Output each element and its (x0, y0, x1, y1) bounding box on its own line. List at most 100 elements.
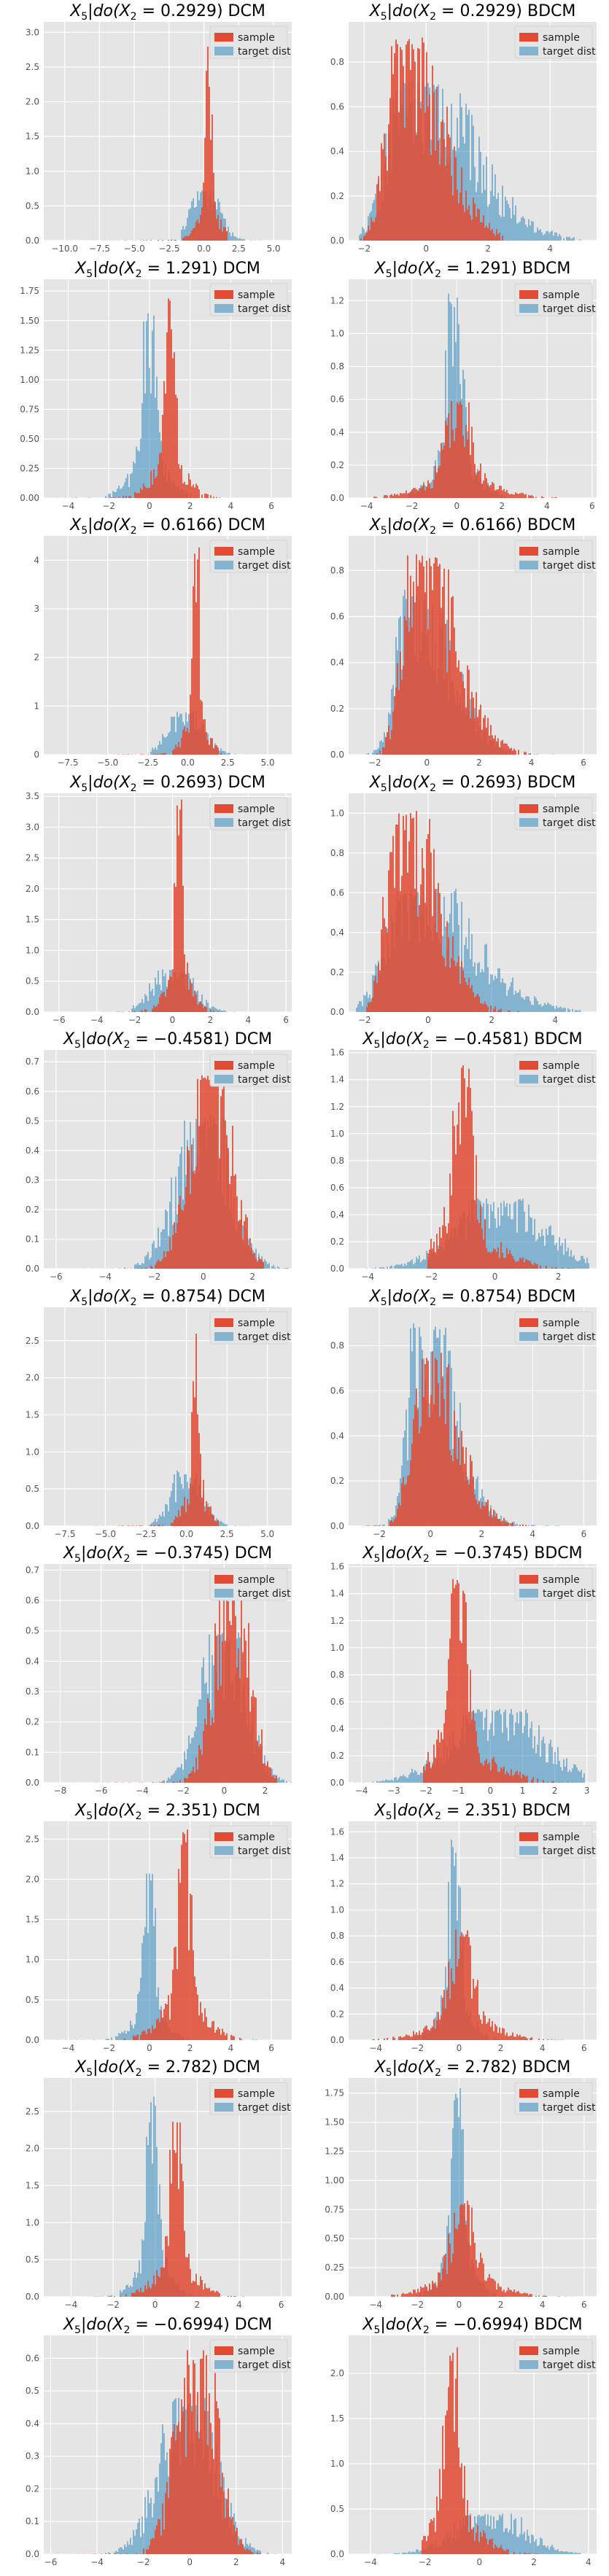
x-tick-label: 2 (552, 1786, 558, 1796)
bar-target-dist (500, 1515, 502, 1526)
bar-sample (471, 1460, 473, 1526)
bar-sample (193, 228, 194, 241)
bar-target-dist (111, 2295, 112, 2297)
bar-sample (191, 1144, 193, 1269)
bar-target-dist (125, 2033, 127, 2040)
bar-target-dist (410, 2552, 411, 2554)
bar-sample (207, 1506, 209, 1526)
bar-sample (152, 484, 153, 498)
bar-sample (271, 1776, 273, 1783)
bar-target-dist (124, 2544, 125, 2554)
bar-target-dist (144, 993, 146, 1012)
bar-sample (493, 739, 494, 755)
bar-sample (141, 2292, 143, 2297)
bar-sample (480, 463, 481, 498)
bar-target-dist (512, 1714, 513, 1783)
bar-target-dist (267, 2552, 268, 2554)
bar-target-dist (515, 1201, 516, 1269)
bar-target-dist (528, 1205, 530, 1269)
bar-target-dist (535, 1753, 537, 1783)
bar-target-dist (457, 297, 458, 498)
bar-sample (195, 1333, 197, 1526)
bar-target-dist (566, 1251, 567, 1269)
bar-target-dist (223, 750, 225, 755)
bar-target-dist (372, 1268, 373, 1269)
bar-target-dist (473, 966, 474, 1012)
bar-target-dist (511, 1219, 512, 1269)
bar-sample (169, 975, 171, 1012)
bar-target-dist (146, 1873, 147, 2040)
bar-target-dist (441, 2262, 442, 2297)
bar-target-dist (397, 1264, 398, 1269)
bar-sample (146, 2034, 147, 2040)
y-tick-label: 0.2 (26, 2483, 39, 2494)
bar-sample (435, 1757, 436, 1783)
bar-sample (217, 2026, 219, 2040)
bar-target-dist (461, 901, 462, 1012)
bar-sample (257, 1740, 258, 1783)
bar-target-dist (521, 1200, 522, 1269)
bar-target-dist (268, 1263, 270, 1269)
bar-sample (497, 1248, 499, 1269)
bar-sample (193, 1380, 194, 1526)
y-tick-label: 0.5 (330, 2504, 344, 2514)
bar-sample (400, 651, 401, 755)
bar-target-dist (468, 109, 470, 241)
bar-sample (134, 491, 136, 498)
x-tick-label: 6 (581, 1529, 587, 1539)
bar-sample (441, 913, 442, 1012)
bar-target-dist (233, 1011, 235, 1012)
bar-target-dist (565, 1007, 566, 1012)
bar-sample (494, 735, 496, 755)
bar-target-dist (381, 740, 382, 755)
bar-target-dist (120, 2290, 121, 2297)
bar-sample (403, 815, 404, 1012)
bar-target-dist (477, 962, 478, 1012)
bar-sample (433, 2283, 435, 2297)
bar-sample (155, 754, 156, 755)
bar-sample (493, 1248, 494, 1269)
x-tick-label: −4 (355, 1786, 368, 1796)
bar-target-dist (277, 1266, 279, 1269)
bar-sample (158, 1524, 159, 1526)
y-tick-label: 0.2 (330, 459, 344, 470)
bar-sample (567, 1782, 569, 1783)
bar-sample (455, 1584, 457, 1783)
bar-target-dist (108, 2038, 109, 2040)
bar-sample (389, 98, 391, 241)
bar-sample (420, 1426, 422, 1526)
bar-sample (128, 1525, 130, 1526)
bar-sample (422, 2540, 423, 2554)
bar-sample (544, 2295, 546, 2297)
bar-target-dist (508, 203, 509, 241)
bar-target-dist (283, 1779, 284, 1783)
bar-sample (503, 2289, 505, 2297)
legend-label-target: target dist (238, 303, 291, 315)
bar-sample (166, 1782, 168, 1783)
bar-sample (471, 1998, 473, 2040)
bar-sample (553, 1781, 554, 1783)
bar-sample (524, 494, 525, 498)
bar-target-dist (455, 888, 457, 1012)
bar-sample (439, 464, 441, 498)
bar-sample (177, 747, 178, 755)
bar-sample (201, 1003, 203, 1012)
legend-swatch-target (214, 303, 233, 313)
bar-sample (511, 2035, 512, 2040)
bar-sample (439, 164, 441, 241)
bar-target-dist (168, 1511, 169, 1526)
bar-target-dist (125, 478, 127, 498)
bar-target-dist (105, 2039, 106, 2040)
bar-target-dist (576, 1261, 578, 1269)
bar-target-dist (108, 2295, 109, 2297)
bar-sample (184, 1496, 185, 1526)
bar-sample (198, 1745, 200, 1783)
bar-sample (451, 175, 452, 241)
bar-target-dist (474, 962, 476, 1012)
bar-sample (449, 968, 451, 1012)
bar-sample (388, 870, 389, 1012)
bar-sample (143, 240, 144, 241)
bar-sample (426, 2540, 427, 2554)
